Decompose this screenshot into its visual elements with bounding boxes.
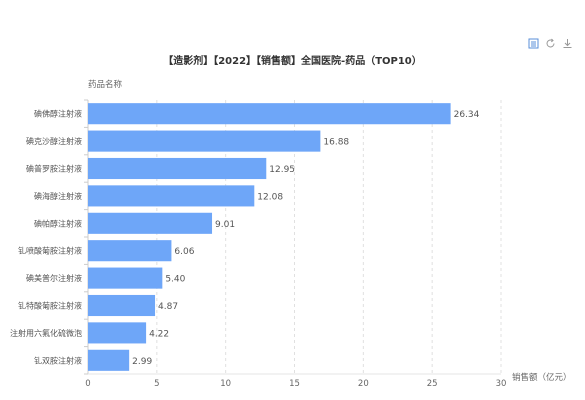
- value-label: 26.34: [454, 110, 480, 120]
- category-label: 钆喷酸葡胺注射液: [18, 246, 82, 256]
- bar: [88, 157, 267, 180]
- category-label: 钆特酸葡胺注射液: [18, 301, 82, 311]
- x-tick-label: 30: [496, 379, 507, 389]
- x-tick-label: 15: [289, 379, 300, 389]
- category-label: 注射用六氟化硫微泡: [10, 328, 82, 338]
- category-labels: 碘佛醇注射液碘克沙醇注射液碘普罗胺注射液碘海醇注射液碘帕醇注射液钆喷酸葡胺注射液…: [10, 109, 82, 366]
- bar: [88, 130, 321, 152]
- bar: [88, 103, 451, 125]
- value-label: 12.95: [269, 165, 295, 175]
- category-label: 碘帕醇注射液: [34, 218, 82, 228]
- x-tick-label: 5: [154, 379, 159, 389]
- toolbox: [528, 38, 573, 49]
- bar: [88, 212, 213, 234]
- category-label: 碘海醇注射液: [34, 191, 82, 201]
- x-tick-label: 0: [85, 379, 90, 389]
- value-label: 4.87: [158, 302, 178, 312]
- value-labels: 26.34 16.88 12.95 12.08 9.01 6.06 5.40 4.87 4.22…: [132, 110, 479, 367]
- save-image-icon[interactable]: [562, 38, 573, 49]
- value-label: 5.40: [165, 275, 185, 285]
- bars: [88, 103, 451, 371]
- x-tick-labels: 0 5 10 15 20 25 30: [85, 379, 506, 389]
- bar: [88, 349, 130, 371]
- bar: [88, 267, 163, 289]
- x-axis-name: 销售额（亿元）: [512, 372, 572, 383]
- value-label: 16.88: [323, 138, 349, 148]
- bar: [88, 185, 255, 207]
- category-label: 碘克沙醇注射液: [26, 136, 82, 146]
- bar: [88, 294, 156, 317]
- chart-title: 【造影剂】【2022】【销售额】全国医院-药品（TOP10）: [163, 56, 422, 67]
- data-view-icon[interactable]: [528, 38, 539, 49]
- value-label: 6.06: [174, 247, 194, 257]
- restore-icon[interactable]: [545, 38, 556, 49]
- value-label: 12.08: [257, 192, 283, 202]
- value-label: 4.22: [149, 329, 169, 339]
- bar: [88, 322, 147, 344]
- category-label: 碘普罗胺注射液: [26, 164, 82, 174]
- y-axis-name: 药品名称: [88, 79, 123, 90]
- x-tick-label: 10: [220, 379, 231, 389]
- x-tick-label: 20: [358, 379, 369, 389]
- category-label: 碘佛醇注射液: [34, 109, 82, 119]
- category-label: 碘美普尔注射液: [26, 273, 82, 283]
- category-label: 钆双胺注射液: [34, 355, 82, 365]
- bar: [88, 240, 172, 262]
- value-label: 2.99: [132, 357, 152, 367]
- value-label: 9.01: [215, 220, 235, 230]
- x-tick-label: 25: [427, 379, 438, 389]
